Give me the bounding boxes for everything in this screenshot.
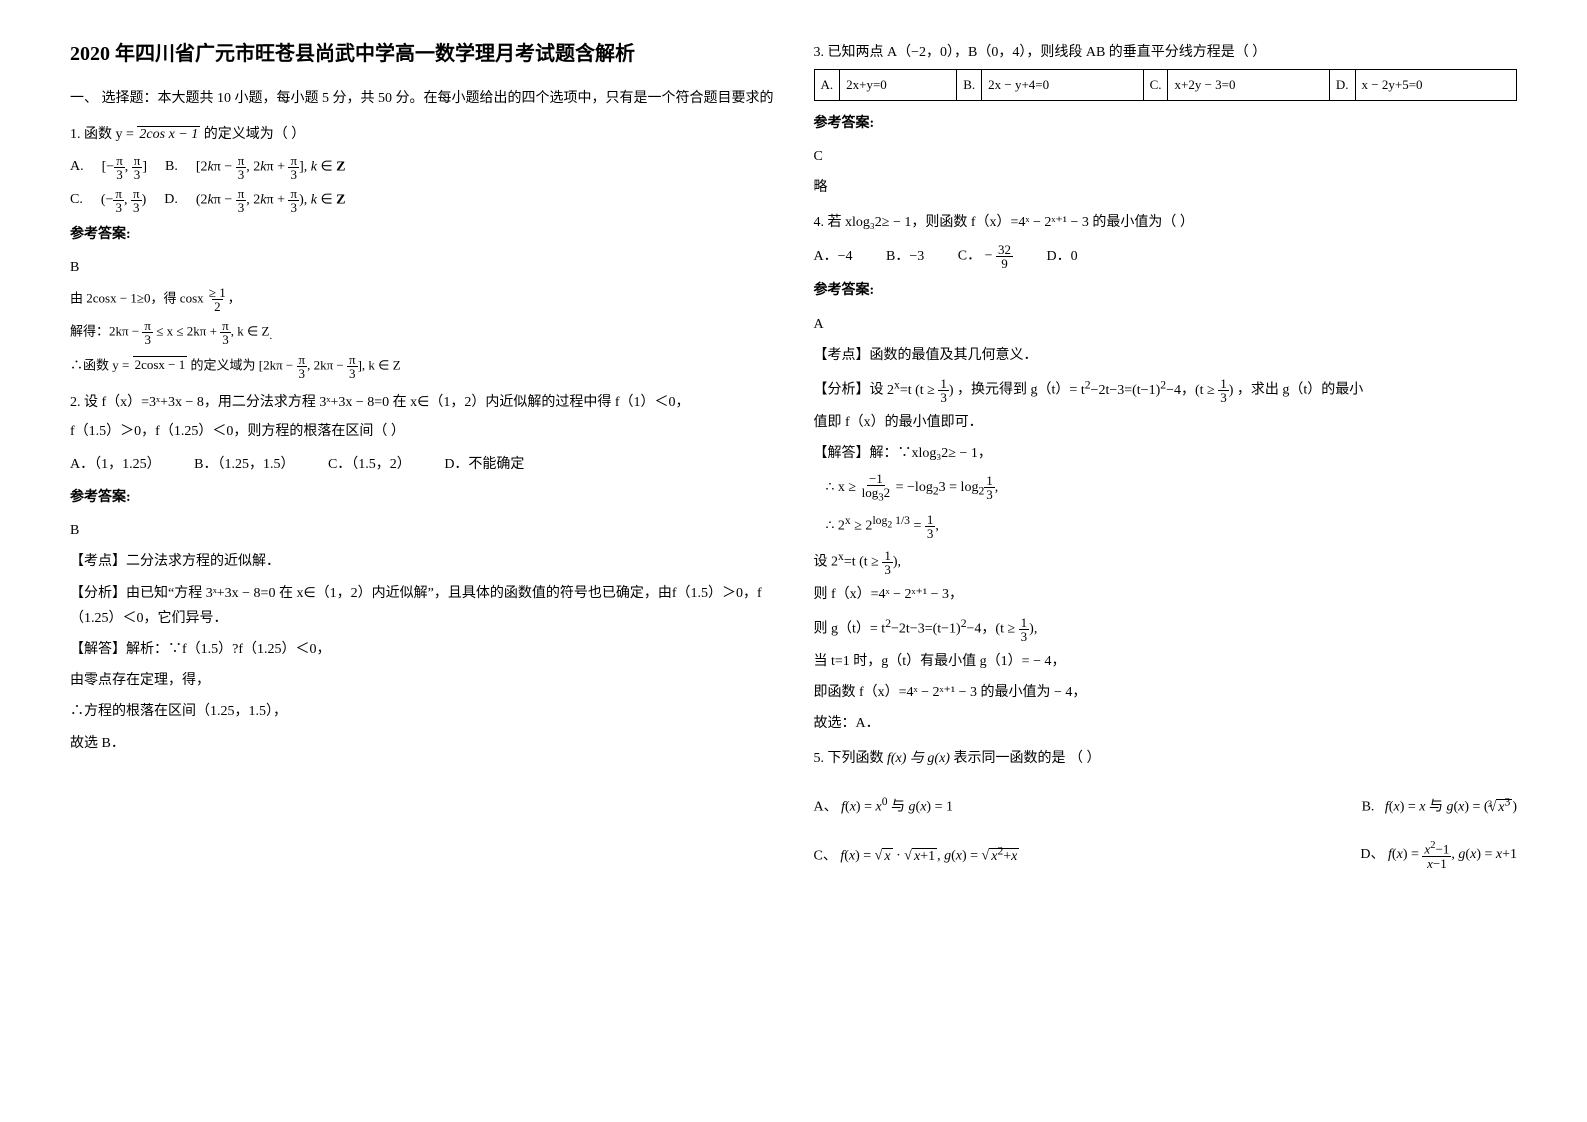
q2-answer: B <box>70 518 774 543</box>
q5-optB-label: B. <box>1362 800 1375 815</box>
q4-optA: A．−4 <box>814 244 853 269</box>
q1-optD-label: D. <box>164 187 178 212</box>
q1-explain1: 由 2cosx − 1≥0，得 cosx ≥ 12， <box>70 286 774 313</box>
q3-D-label: D. <box>1329 70 1355 100</box>
q4-jieda6: 则 g（t）= t2−2t−3=(t−1)2−4，(t ≥ 13), <box>814 613 1518 643</box>
q5-optD-label: D、 <box>1360 847 1384 862</box>
q3-B-label: B. <box>957 70 982 100</box>
question-5: 5. 下列函数 f(x) 与 g(x) 表示同一函数的是 （ ） A、 f(x)… <box>814 746 1518 869</box>
q4-jieda1: 【解答】解：∵xlog₃2≥ − 1， <box>814 441 1518 466</box>
q3-lue: 略 <box>814 175 1518 200</box>
q5-optC-label: C、 <box>814 849 837 864</box>
question-2: 2. 设 f（x）=3ˣ+3x − 8，用二分法求方程 3ˣ+3x − 8=0 … <box>70 390 774 756</box>
answer-label: 参考答案: <box>814 111 1518 136</box>
q1-answer: B <box>70 255 774 280</box>
q5-optD: D、 f(x) = x2−1x−1, g(x) = x+1 <box>1360 840 1517 869</box>
q3-answer: C <box>814 144 1518 169</box>
q5-optA-label: A、 <box>814 800 838 815</box>
q3-A-label: A. <box>814 70 840 100</box>
answer-label: 参考答案: <box>70 222 774 247</box>
right-column: 3. 已知两点 A（−2，0），B（0，4），则线段 AB 的垂直平分线方程是（… <box>794 40 1538 880</box>
q2-jieda3: ∴方程的根落在区间（1.25，1.5）， <box>70 699 774 724</box>
q4-fenxi-mid: ，换元得到 g（t）= <box>957 383 1081 398</box>
q4-fenxi-line2: 值即 f（x）的最小值即可． <box>814 410 1518 435</box>
q5-stem-prefix: 5. 下列函数 <box>814 751 888 766</box>
q1-formula-icon: y = 2cos x − 1 <box>116 126 204 142</box>
q1-optC-label: C. <box>70 187 83 212</box>
q4-stem: 4. 若 xlog₃2≥ − 1，则函数 f（x）=4ˣ − 2ˣ⁺¹ − 3 … <box>814 210 1518 235</box>
q4-jieda5: 则 f（x）=4ˣ − 2ˣ⁺¹ − 3， <box>814 582 1518 607</box>
q2-jieda2: 由零点存在定理，得， <box>70 668 774 693</box>
q4-optC-prefix: C． <box>958 249 981 264</box>
q4-optC-num: 32 <box>996 243 1013 257</box>
q1-stem-suffix: 的定义域为（ ） <box>204 127 306 142</box>
q4-fenxi-prefix: 【分析】设 <box>814 383 888 398</box>
q4-jieda4-pre: 设 <box>814 554 832 569</box>
q4-fenxi: 【分析】设 2x=t (t ≥ 13) ，换元得到 g（t）= t2−2t−3=… <box>814 374 1518 404</box>
question-4: 4. 若 xlog₃2≥ − 1，则函数 f（x）=4ˣ − 2ˣ⁺¹ − 3 … <box>814 210 1518 736</box>
left-column: 2020 年四川省广元市旺苍县尚武中学高一数学理月考试题含解析 一、 选择题：本… <box>50 40 794 880</box>
q2-kaodian: 【考点】二分法求方程的近似解． <box>70 549 774 574</box>
q4-jieda8: 即函数 f（x）=4ˣ − 2ˣ⁺¹ − 3 的最小值为 − 4， <box>814 680 1518 705</box>
q5-stem-f: f(x) 与 g(x) <box>887 751 950 766</box>
q2-jieda1: 【解答】解析：∵f（1.5）?f（1.25）＜0， <box>70 637 774 662</box>
q1-explain3: ∴函数 y = 2cosx − 1 的定义域为 [2kπ − π3, 2kπ −… <box>70 353 774 380</box>
q4-optD: D．0 <box>1047 244 1078 269</box>
q1-optA-formula: [−π3, π3] <box>102 154 147 181</box>
q2-jieda4: 故选 B． <box>70 731 774 756</box>
q3-stem: 3. 已知两点 A（−2，0），B（0，4），则线段 AB 的垂直平分线方程是（… <box>814 40 1518 65</box>
question-1: 1. 函数 y = 2cos x − 1 的定义域为（ ） A. [−π3, π… <box>70 122 774 379</box>
q4-jieda7: 当 t=1 时，g（t）有最小值 g（1）= − 4， <box>814 649 1518 674</box>
page-title: 2020 年四川省广元市旺苍县尚武中学高一数学理月考试题含解析 <box>70 40 774 68</box>
q2-optB: B．（1.25，1.5） <box>194 452 294 477</box>
answer-label: 参考答案: <box>70 485 774 510</box>
q4-jieda9: 故选：A． <box>814 711 1518 736</box>
section-heading: 一、 选择题：本大题共 10 小题，每小题 5 分，共 50 分。在每小题给出的… <box>70 88 774 110</box>
q1-optB-formula: [2kπ − π3, 2kπ + π3], k ∈ Z <box>196 154 346 181</box>
q4-optB: B．−3 <box>886 244 924 269</box>
answer-label: 参考答案: <box>814 278 1518 303</box>
q2-stem1: 2. 设 f（x）=3ˣ+3x − 8，用二分法求方程 3ˣ+3x − 8=0 … <box>70 390 774 415</box>
q1-optD-formula: (2kπ − π3, 2kπ + π3), k ∈ Z <box>196 187 346 214</box>
q4-kaodian: 【考点】函数的最值及其几何意义． <box>814 343 1518 368</box>
q1-explain2: 解得：2kπ − π3 ≤ x ≤ 2kπ + π3, k ∈ Z. <box>70 319 774 347</box>
q4-answer: A <box>814 312 1518 337</box>
q1-stem-prefix: 1. 函数 <box>70 127 112 142</box>
q4-jieda4: 设 2x=t (t ≥ 13), <box>814 546 1518 576</box>
q5-optA: A、 f(x) = x0 与 g(x) = 1 <box>814 791 953 820</box>
q4-optC-neg: − <box>985 249 993 264</box>
q3-C-val: x+2y − 3=0 <box>1168 70 1329 100</box>
q3-D-val: x − 2y+5=0 <box>1355 70 1516 100</box>
q3-options-table: A. 2x+y=0 B. 2x − y+4=0 C. x+2y − 3=0 D.… <box>814 69 1518 100</box>
q1-optC-formula: (−π3, π3) <box>101 187 146 214</box>
q4-jieda3: ∴ 2x ≥ 2log2 1/3 = 13, <box>826 510 1518 540</box>
q3-C-label: C. <box>1143 70 1168 100</box>
q2-optC: C．（1.5，2） <box>328 452 411 477</box>
q4-fenxi-suffix: ，求出 g（t）的最小 <box>1237 383 1363 398</box>
q2-stem2: f（1.5）＞0，f（1.25）＜0，则方程的根落在区间（ ） <box>70 419 774 444</box>
q2-fenxi: 【分析】由已知“方程 3ˣ+3x − 8=0 在 x∈（1，2）内近似解”，且具… <box>70 581 774 631</box>
q1-optB-label: B. <box>165 154 178 179</box>
q5-optB: B. f(x) = x 与 g(x) = (3√x3) <box>1362 791 1517 820</box>
q2-optA: A．（1，1.25） <box>70 452 161 477</box>
q4-jieda2: ∴ x ≥ −1log32 = −log23 = log213, <box>826 472 1518 503</box>
question-3: 3. 已知两点 A（−2，0），B（0，4），则线段 AB 的垂直平分线方程是（… <box>814 40 1518 200</box>
q4-jieda6-pre: 则 g（t）= <box>814 621 882 636</box>
q1-optA-label: A. <box>70 154 84 179</box>
q4-optC: C． − 329 <box>958 243 1013 270</box>
q3-B-val: 2x − y+4=0 <box>982 70 1143 100</box>
q5-stem-suffix: 表示同一函数的是 （ ） <box>953 751 1100 766</box>
q2-optD: D．不能确定 <box>444 452 524 477</box>
q3-A-val: 2x+y=0 <box>840 70 957 100</box>
q5-optC: C、 f(x) = √x · √x+1, g(x) = √x2+x <box>814 840 1020 869</box>
q4-optC-den: 9 <box>999 257 1010 270</box>
